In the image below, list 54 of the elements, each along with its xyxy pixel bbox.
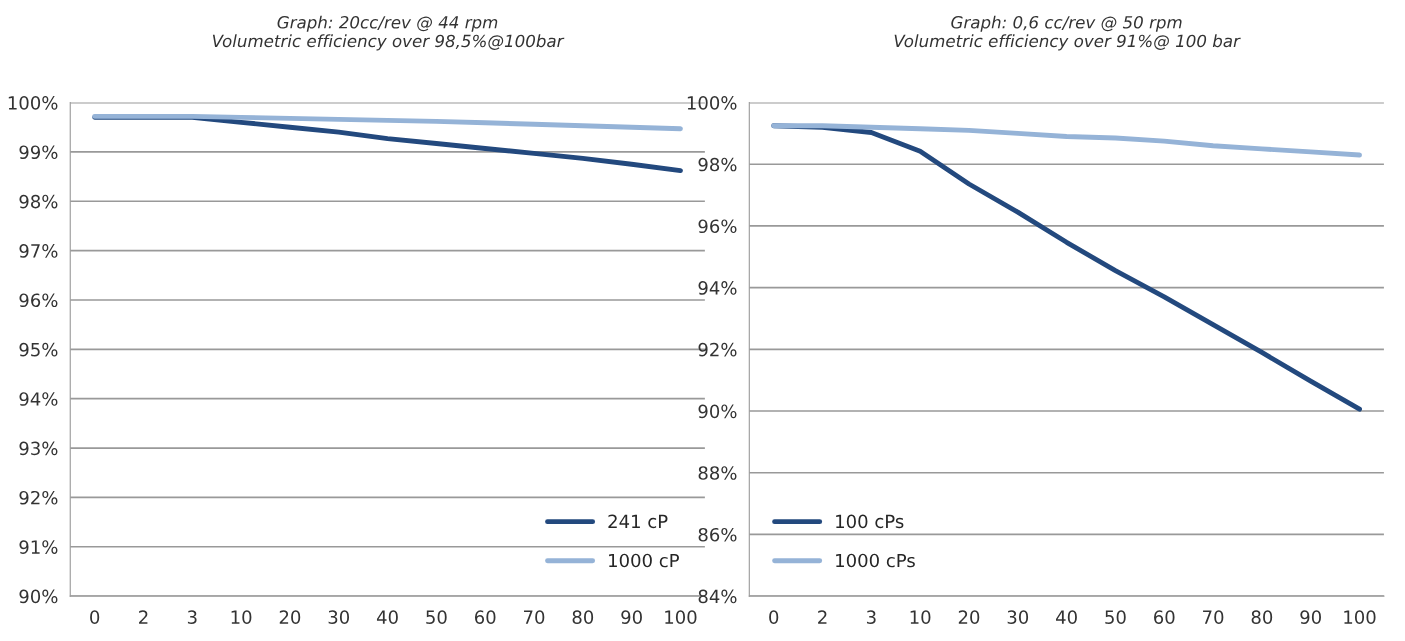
x-tick-label: 30 xyxy=(328,610,350,624)
y-tick-label: 84% xyxy=(698,589,737,604)
x-tick-label: 80 xyxy=(1251,610,1273,624)
y-tick-label: 94% xyxy=(698,281,737,295)
y-tick-label: 91% xyxy=(19,540,58,554)
y-tick-label: 96% xyxy=(698,219,737,234)
x-tick-label: 60 xyxy=(474,610,496,624)
y-tick-label: 92% xyxy=(698,342,737,357)
x-tick-label: 3 xyxy=(187,610,197,624)
y-tick-label: 98% xyxy=(698,157,737,172)
line-series xyxy=(92,113,683,132)
y-tick-label: 93% xyxy=(19,441,58,456)
y-tick-label: 95% xyxy=(19,342,58,357)
y-tick-label: 90% xyxy=(19,589,58,604)
legend-label: 1000 cP xyxy=(609,553,679,568)
legend-label: 100 cPs xyxy=(836,514,904,529)
x-tick-label: 100 xyxy=(665,610,697,624)
x-tick-label: 70 xyxy=(1203,610,1224,624)
chart-title: Graph: 20cc/rev @ 44 rpm Volumetric efficiency over 98,5%@100bar xyxy=(212,15,565,51)
y-tick-label: 99% xyxy=(19,145,58,160)
x-tick-label: 40 xyxy=(376,610,398,624)
y-tick-label: 90% xyxy=(698,404,737,419)
y-tick-label: 86% xyxy=(698,527,737,542)
y-tick-label: 97% xyxy=(19,244,58,258)
x-tick-label: 0 xyxy=(90,610,100,624)
x-tick-label: 40 xyxy=(1056,610,1077,624)
x-tick-label: 50 xyxy=(426,610,447,624)
x-tick-label: 50 xyxy=(1105,610,1126,624)
x-tick-label: 20 xyxy=(958,610,980,624)
x-tick-label: 60 xyxy=(1154,610,1175,624)
x-tick-label: 70 xyxy=(524,610,545,624)
x-tick-label: 0 xyxy=(769,610,779,624)
chart-title: Graph: 0,6 cc/rev @ 50 rpm Volumetric efficiency over 91%@ 100 bar xyxy=(894,15,1241,51)
x-tick-label: 3 xyxy=(866,610,876,624)
y-tick-label: 94% xyxy=(19,392,58,406)
y-tick-label: 92% xyxy=(19,490,58,505)
legend-label: 1000 cPs xyxy=(836,553,915,568)
x-tick-label: 100 xyxy=(1344,610,1376,624)
x-tick-label: 2 xyxy=(139,610,148,624)
line-series xyxy=(771,123,1362,158)
y-tick-label: 100% xyxy=(687,96,737,110)
x-tick-label: 2 xyxy=(818,610,827,624)
legend-label: 241 cP xyxy=(608,514,668,529)
x-tick-label: 30 xyxy=(1007,610,1029,624)
x-tick-label: 10 xyxy=(910,610,931,624)
y-tick-label: 98% xyxy=(19,194,58,209)
y-tick-label: 88% xyxy=(698,466,737,480)
x-tick-label: 90 xyxy=(621,610,642,624)
y-tick-label: 96% xyxy=(19,293,58,308)
y-tick-label: 100% xyxy=(8,96,58,110)
x-tick-label: 90 xyxy=(1300,610,1321,624)
x-tick-label: 10 xyxy=(231,610,252,624)
x-tick-label: 80 xyxy=(572,610,594,624)
x-tick-label: 20 xyxy=(279,610,301,624)
